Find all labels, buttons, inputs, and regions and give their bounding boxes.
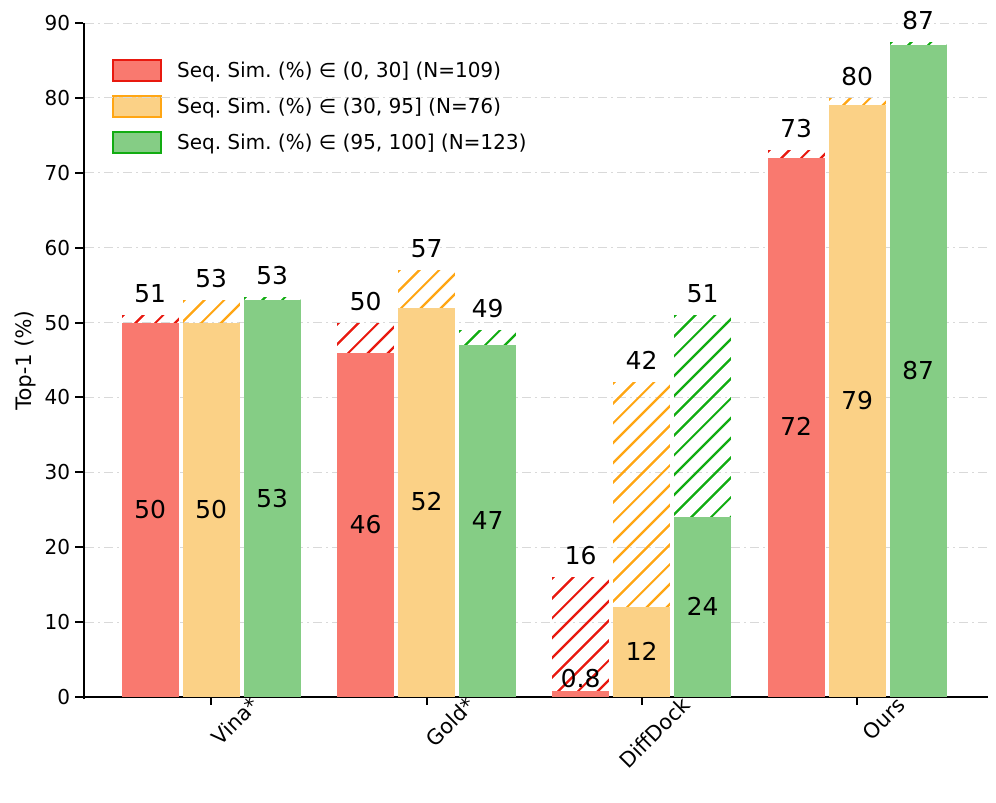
y-tick-mark — [75, 321, 83, 324]
bar-solid-value-label: 50 — [195, 494, 227, 524]
bar-solid-segment — [889, 45, 947, 697]
x-tick-label: Vina* — [206, 692, 264, 750]
bar-total-value-label: 16 — [564, 541, 597, 571]
y-tick-label: 50 — [44, 310, 70, 335]
y-tick-label: 70 — [44, 160, 70, 185]
y-tick-label: 40 — [44, 385, 70, 410]
x-tick-mark — [210, 698, 212, 705]
bar-solid-segment — [828, 105, 886, 697]
y-tick-mark — [75, 621, 83, 624]
legend-label: Seq. Sim. (%) ∈ (95, 100] (N=123) — [177, 130, 527, 154]
gridline — [85, 471, 988, 473]
bar-solid-segment — [552, 691, 609, 697]
gridline — [85, 172, 988, 174]
y-tick-mark — [75, 171, 83, 174]
legend-row: Seq. Sim. (%) ∈ (30, 95] (N=76) — [112, 88, 526, 124]
bar-solid-segment — [182, 322, 240, 697]
bar-solid-value-label: 12 — [625, 637, 658, 667]
x-tick-label: DiffDock — [614, 692, 695, 773]
y-tick-mark — [75, 396, 83, 399]
bar-total-value-label: 51 — [686, 279, 719, 309]
bar-hatched-segment — [337, 322, 394, 353]
legend-row: Seq. Sim. (%) ∈ (0, 30] (N=109) — [112, 52, 526, 88]
bar-total-value-label: 73 — [780, 114, 812, 144]
y-tick-label: 60 — [44, 235, 70, 260]
bar-hatched-segment — [613, 382, 670, 608]
bar-solid-value-label: 46 — [349, 509, 382, 539]
y-tick-mark — [75, 96, 83, 99]
bar-total-value-label: 51 — [134, 279, 166, 309]
y-tick-label: 80 — [44, 85, 70, 110]
bar-solid-value-label: 87 — [902, 356, 934, 386]
gridline — [85, 621, 988, 623]
x-tick-mark — [425, 698, 428, 705]
legend-label: Seq. Sim. (%) ∈ (0, 30] (N=109) — [177, 58, 501, 82]
bar-total-value-label: 87 — [902, 6, 934, 36]
bar-solid-segment — [674, 517, 731, 697]
bar-solid-segment — [243, 300, 301, 697]
bar-hatched-segment — [889, 42, 947, 46]
y-tick-label: 10 — [44, 610, 70, 635]
x-tick-label: Ours — [857, 692, 910, 745]
y-tick-mark — [75, 696, 83, 698]
bar-solid-value-label: 50 — [134, 494, 166, 524]
bar-hatched-segment — [674, 315, 731, 518]
bar-solid-segment — [398, 307, 455, 697]
gridline — [85, 247, 988, 249]
y-tick-label: 0 — [57, 685, 70, 709]
bar-total-value-label: 49 — [471, 294, 504, 324]
plot-area: Seq. Sim. (%) ∈ (0, 30] (N=109) Seq. Sim.… — [85, 6, 988, 697]
x-tick-mark — [856, 698, 858, 705]
y-tick-mark — [75, 22, 83, 24]
bar-hatched-segment — [828, 97, 886, 106]
y-tick-mark — [75, 471, 83, 474]
x-tick-mark — [640, 698, 643, 705]
y-axis-spine — [83, 23, 85, 699]
gridline — [85, 22, 988, 24]
bar-solid-value-label: 53 — [256, 483, 288, 513]
bar-hatched-segment — [121, 315, 179, 323]
bar-hatched-segment — [459, 330, 516, 346]
bar-total-value-label: 50 — [349, 286, 382, 316]
bar-solid-segment — [459, 345, 516, 697]
bar-total-value-label: 80 — [841, 61, 873, 91]
gridline — [85, 396, 988, 398]
legend-row: Seq. Sim. (%) ∈ (95, 100] (N=123) — [112, 124, 526, 160]
y-tick-mark — [75, 246, 83, 249]
bar-total-value-label: 53 — [195, 264, 227, 294]
bar-total-value-label: 57 — [410, 234, 443, 264]
bar-solid-segment — [613, 607, 670, 697]
bar-solid-segment — [121, 322, 179, 697]
y-tick-label: 90 — [44, 11, 70, 35]
legend-swatch — [112, 130, 162, 154]
y-tick-label: 30 — [44, 460, 70, 485]
x-axis-spine — [83, 696, 988, 698]
gridline — [85, 97, 988, 99]
bar-hatched-segment — [398, 270, 455, 308]
bar-total-value-label: 42 — [625, 346, 658, 376]
y-tick-mark — [75, 546, 83, 549]
bar-solid-segment — [767, 157, 825, 697]
bar-hatched-segment — [243, 297, 301, 301]
bar-solid-segment — [337, 352, 394, 697]
x-tick-label: Gold* — [420, 692, 480, 752]
bar-solid-value-label: 24 — [686, 592, 719, 622]
bar-total-value-label: 53 — [256, 261, 288, 291]
bar-solid-value-label: 52 — [410, 487, 443, 517]
bar-hatched-segment — [767, 150, 825, 158]
bar-solid-value-label: 72 — [780, 412, 812, 442]
bar-hatched-segment — [182, 300, 240, 323]
bar-solid-value-label: 0.8 — [560, 664, 601, 693]
gridline — [85, 322, 988, 324]
bar-solid-value-label: 79 — [841, 386, 873, 416]
legend-swatch — [112, 58, 162, 82]
gridline — [85, 546, 988, 548]
bar-solid-value-label: 47 — [471, 506, 504, 536]
y-tick-label: 20 — [44, 535, 70, 560]
bar-hatched-segment — [552, 577, 609, 692]
legend-swatch — [112, 94, 162, 118]
legend: Seq. Sim. (%) ∈ (0, 30] (N=109) Seq. Sim.… — [112, 52, 526, 160]
